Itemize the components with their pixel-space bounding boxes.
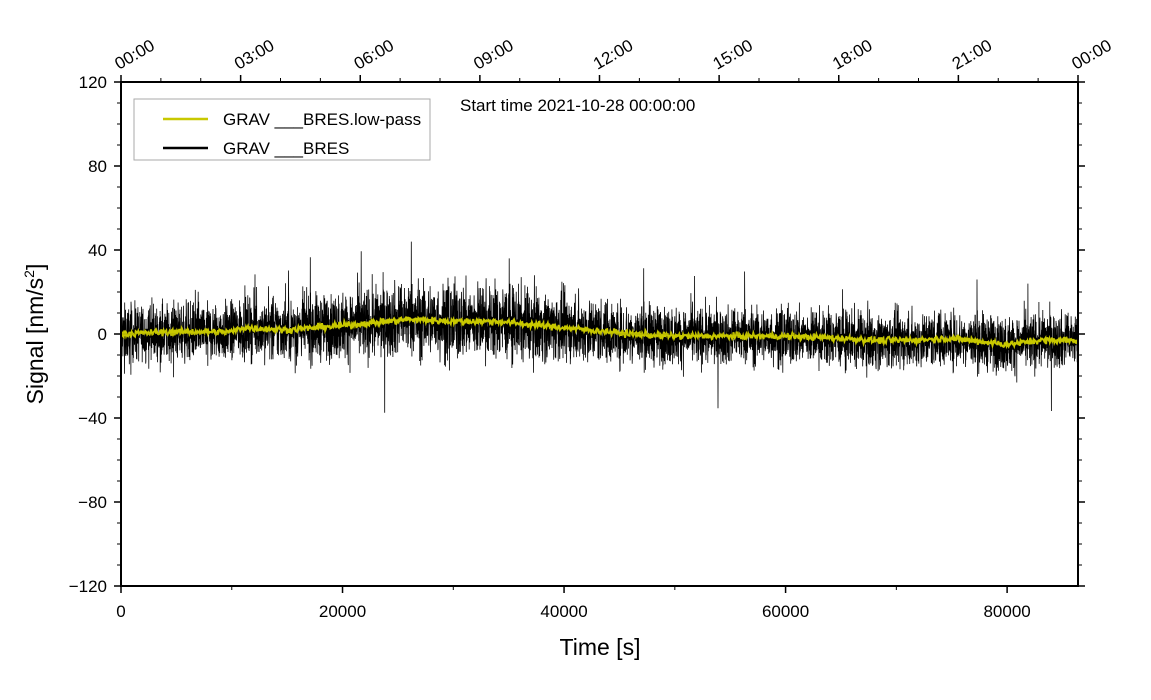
y-tick-label: 120 <box>79 73 107 92</box>
x-tick-label: 80000 <box>983 602 1030 621</box>
y-tick-label: −80 <box>78 493 107 512</box>
y-axis-label-main: Signal [nm/s <box>22 278 48 405</box>
y-tick-label: −120 <box>69 577 107 596</box>
y-tick-label: 80 <box>88 157 107 176</box>
top-tick-label: 12:00 <box>590 36 636 74</box>
legend-box <box>133 98 431 161</box>
x-tick-label: 0 <box>116 602 125 621</box>
top-tick-label: 06:00 <box>351 36 397 74</box>
x-tick-label: 60000 <box>762 602 809 621</box>
legend-label-raw: GRAV ___BRES <box>223 139 349 158</box>
series-layer <box>120 241 1079 413</box>
x-tick-label: 40000 <box>540 602 587 621</box>
top-tick-label: 15:00 <box>710 36 756 74</box>
top-tick-label: 09:00 <box>470 36 516 74</box>
y-axis-label: Signal [nm/s2] <box>21 264 48 405</box>
top-tick-label: 00:00 <box>1069 36 1115 74</box>
y-axis-label-end: ] <box>22 264 48 270</box>
y-tick-label: 0 <box>98 325 107 344</box>
legend: GRAV ___BRES.low-pass GRAV ___BRES <box>133 98 431 161</box>
top-tick-label: 00:00 <box>112 36 158 74</box>
y-tick-label: −40 <box>78 409 107 428</box>
top-tick-label: 03:00 <box>231 36 277 74</box>
chart-title: Start time 2021-10-28 00:00:00 <box>460 96 695 115</box>
x-tick-label: 20000 <box>319 602 366 621</box>
legend-label-lowpass: GRAV ___BRES.low-pass <box>223 110 421 129</box>
y-axis-label-sup: 2 <box>21 270 37 278</box>
y-tick-label: 40 <box>88 241 107 260</box>
x-axis-label: Time [s] <box>560 634 641 660</box>
top-tick-label: 18:00 <box>829 36 875 74</box>
series-lowpass-line <box>120 315 1079 350</box>
top-tick-label: 21:00 <box>949 36 995 74</box>
series-raw-line <box>120 241 1079 413</box>
